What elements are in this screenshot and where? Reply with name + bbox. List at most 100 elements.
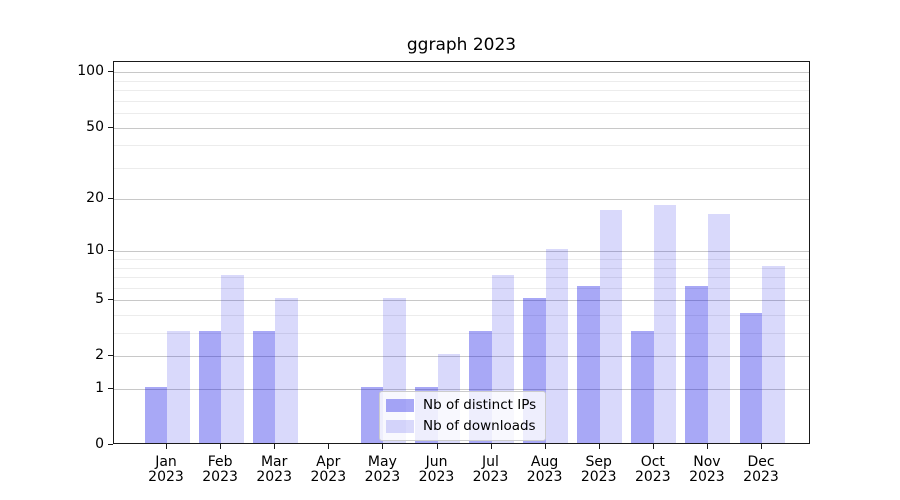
x-tick-year-may: 2023 — [364, 469, 401, 485]
x-tick-year-nov: 2023 — [689, 469, 725, 485]
x-tick-may — [382, 444, 384, 449]
bar-distinct-ips-jan — [144, 387, 167, 443]
legend-label-downloads: Nb of downloads — [423, 418, 536, 434]
x-tick-year-feb: 2023 — [202, 469, 238, 485]
x-tick-year-apr: 2023 — [310, 469, 347, 485]
y-tick-label-100: 100 — [77, 63, 104, 80]
x-tick-month-apr: Apr — [316, 454, 341, 470]
y-tick-100 — [108, 71, 113, 73]
x-tick-month-dec: Dec — [747, 454, 775, 470]
x-tick-label-jun: Jun 2023 — [405, 455, 469, 485]
x-tick-label-dec: Dec 2023 — [729, 455, 793, 485]
gridline-major-50 — [114, 127, 809, 129]
x-tick-year-aug: 2023 — [526, 469, 563, 485]
x-tick-year-oct: 2023 — [634, 469, 671, 485]
legend-item-downloads: Nb of downloads — [386, 418, 536, 434]
gridline-minor-7 — [114, 277, 809, 279]
x-tick-month-feb: Feb — [207, 454, 233, 470]
gridline-minor-60 — [114, 113, 809, 115]
x-tick-label-feb: Feb 2023 — [188, 455, 252, 485]
bar-distinct-ips-oct — [631, 331, 654, 443]
x-tick-jul — [490, 444, 492, 449]
x-tick-year-dec: 2023 — [743, 469, 779, 485]
x-tick-month-oct: Oct — [640, 454, 665, 470]
bar-distinct-ips-may — [360, 387, 384, 443]
y-tick-20 — [108, 198, 113, 200]
x-tick-label-oct: Oct 2023 — [621, 455, 685, 485]
y-tick-1 — [108, 388, 113, 389]
y-tick-label-0: 0 — [95, 436, 104, 452]
x-tick-nov — [706, 444, 708, 449]
bar-distinct-ips-sep — [577, 285, 600, 443]
gridline-minor-6 — [114, 287, 809, 289]
x-tick-year-jan: 2023 — [148, 469, 184, 485]
bar-distinct-ips-nov — [685, 285, 708, 443]
x-tick-label-jul: Jul 2023 — [459, 455, 523, 485]
gridline-major-1 — [114, 389, 809, 390]
x-tick-oct — [652, 444, 654, 449]
x-tick-mar — [274, 444, 276, 449]
x-tick-month-may: May — [367, 454, 397, 470]
y-tick-5 — [108, 299, 113, 301]
x-tick-month-aug: Aug — [530, 454, 559, 470]
x-tick-apr — [328, 444, 330, 449]
gridline-major-2 — [114, 356, 809, 358]
x-tick-label-may: May 2023 — [350, 455, 414, 485]
bar-downloads-sep — [599, 209, 623, 443]
legend-swatch-downloads-icon — [386, 419, 414, 433]
bar-downloads-dec — [762, 265, 785, 443]
x-tick-label-sep: Sep 2023 — [567, 455, 631, 485]
x-tick-jun — [436, 444, 438, 449]
gridline-minor-9 — [114, 259, 809, 261]
x-tick-sep — [598, 444, 600, 449]
gridline-minor-3 — [114, 333, 809, 335]
y-tick-label-2: 2 — [95, 347, 104, 364]
x-tick-year-sep: 2023 — [580, 469, 617, 485]
x-tick-label-aug: Aug 2023 — [513, 455, 577, 485]
gridline-major-5 — [114, 300, 809, 302]
x-tick-year-mar: 2023 — [256, 469, 292, 485]
bar-downloads-jan — [167, 331, 190, 443]
x-tick-month-nov: Nov — [693, 454, 721, 470]
chart-title: ggraph 2023 — [406, 35, 517, 55]
y-tick-label-10: 10 — [86, 242, 104, 259]
gridline-minor-8 — [114, 267, 809, 269]
x-tick-month-jun: Jun — [425, 454, 448, 470]
x-tick-month-mar: Mar — [260, 454, 288, 470]
x-tick-label-apr: Apr 2023 — [296, 455, 360, 485]
y-tick-10 — [108, 250, 113, 252]
legend-label-distinct-ips: Nb of distinct IPs — [423, 397, 537, 413]
x-tick-month-sep: Sep — [585, 454, 612, 470]
x-tick-label-mar: Mar 2023 — [242, 455, 306, 485]
bar-distinct-ips-mar — [252, 331, 276, 443]
legend-item-distinct-ips: Nb of distinct IPs — [386, 397, 536, 413]
bar-distinct-ips-dec — [739, 313, 762, 443]
bar-downloads-nov — [707, 214, 731, 443]
bar-downloads-feb — [221, 275, 244, 443]
plot-area — [113, 61, 810, 444]
gridline-minor-4 — [114, 315, 809, 317]
y-tick-0 — [108, 444, 113, 445]
bar-downloads-aug — [545, 249, 569, 443]
gridline-minor-30 — [114, 167, 809, 169]
x-tick-jan — [166, 444, 167, 449]
gridline-minor-90 — [114, 80, 809, 82]
x-tick-label-jan: Jan 2023 — [134, 455, 198, 485]
y-tick-label-20: 20 — [86, 190, 104, 207]
gridline-minor-80 — [114, 90, 809, 92]
gridline-major-10 — [114, 251, 809, 253]
gridline-minor-40 — [114, 145, 809, 147]
x-tick-aug — [544, 444, 546, 449]
y-tick-50 — [108, 126, 113, 128]
x-tick-year-jun: 2023 — [418, 469, 455, 485]
legend-swatch-distinct-ips-icon — [386, 398, 414, 412]
y-tick-2 — [108, 355, 113, 357]
y-tick-label-5: 5 — [95, 291, 104, 308]
bar-distinct-ips-feb — [198, 331, 222, 443]
x-tick-year-jul: 2023 — [472, 469, 509, 485]
x-tick-label-nov: Nov 2023 — [675, 455, 739, 485]
x-tick-month-jan: Jan — [155, 454, 177, 470]
gridline-major-100 — [114, 72, 809, 74]
gridline-minor-70 — [114, 100, 809, 102]
